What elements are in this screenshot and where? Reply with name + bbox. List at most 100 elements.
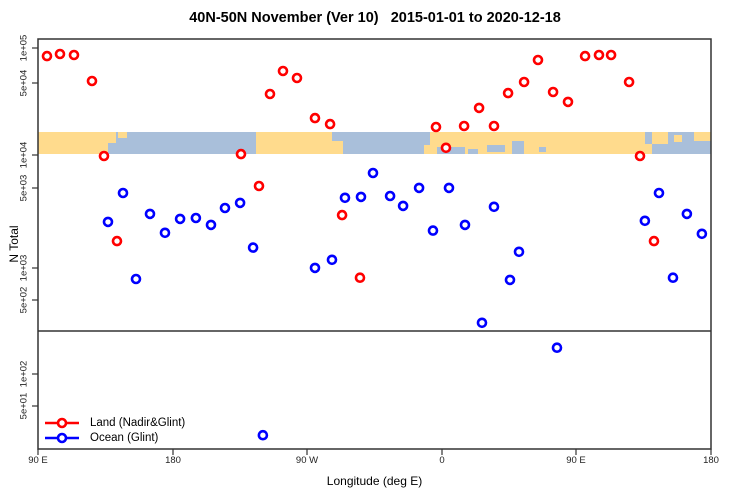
data-point <box>634 150 646 162</box>
legend: Land (Nadir&Glint) Ocean (Glint) <box>42 415 185 445</box>
data-point <box>502 87 514 99</box>
data-point <box>648 235 660 247</box>
data-point <box>41 50 53 62</box>
map-band-land <box>645 144 652 154</box>
map-band-sea <box>487 145 505 152</box>
data-point <box>384 190 396 202</box>
ocean-legend-symbol-icon <box>45 432 79 443</box>
y-tick-label: 1e+03 <box>18 254 30 282</box>
data-point <box>54 48 66 60</box>
data-point <box>413 182 425 194</box>
data-point <box>459 219 471 231</box>
y-tick-label: 5e+03 <box>18 174 30 202</box>
x-axis-label: Longitude (deg E) <box>326 474 423 488</box>
data-point <box>667 272 679 284</box>
data-point <box>440 142 452 154</box>
data-point <box>518 76 530 88</box>
data-point <box>111 235 123 247</box>
data-point <box>579 50 591 62</box>
data-point <box>86 75 98 87</box>
chart-title: 40N-50N November (Ver 10) 2015-01-01 to … <box>189 10 561 26</box>
legend-label-land: Land (Nadir&Glint) <box>90 416 186 429</box>
data-point <box>309 112 321 124</box>
data-point <box>205 219 217 231</box>
map-band-land <box>652 132 668 144</box>
data-point <box>443 182 455 194</box>
y-tick-label: 5e+04 <box>18 69 30 97</box>
land-legend-symbol-icon <box>45 417 79 428</box>
x-tick-label: 90 E <box>566 455 586 466</box>
map-band-land <box>256 132 332 154</box>
data-point <box>190 212 202 224</box>
data-point <box>130 273 142 285</box>
data-point <box>159 227 171 239</box>
x-tick-label: 180 <box>165 455 181 466</box>
legend-item-ocean: Ocean (Glint) <box>42 430 185 445</box>
data-point <box>234 197 246 209</box>
x-tick-label: 90 W <box>295 455 319 466</box>
data-point <box>551 342 563 354</box>
data-point <box>593 49 605 61</box>
map-band-land <box>694 132 711 141</box>
map-band-land <box>108 132 116 143</box>
x-tick-label: 90 E <box>28 455 48 466</box>
x-tick-label: 180 <box>703 455 719 466</box>
data-point <box>68 49 80 61</box>
data-point <box>264 88 276 100</box>
data-point <box>532 54 544 66</box>
data-point <box>235 148 247 160</box>
data-point <box>291 72 303 84</box>
data-point <box>354 272 366 284</box>
data-point <box>253 180 265 192</box>
x-tick-label: 0 <box>439 455 445 466</box>
data-point <box>696 228 708 240</box>
data-point <box>639 215 651 227</box>
data-point <box>339 192 351 204</box>
plot-border <box>37 38 712 450</box>
y-tick-label: 5e+02 <box>18 286 30 314</box>
y-tick-label: 1e+04 <box>18 141 30 169</box>
data-point <box>324 118 336 130</box>
data-point <box>367 167 379 179</box>
legend-item-land: Land (Nadir&Glint) <box>42 415 185 430</box>
map-band-sea <box>437 147 465 154</box>
data-point <box>653 187 665 199</box>
data-point <box>473 102 485 114</box>
data-point <box>326 254 338 266</box>
data-point <box>144 208 156 220</box>
data-point <box>547 86 559 98</box>
map-band-land <box>332 141 343 154</box>
data-point <box>102 216 114 228</box>
map-band-land <box>430 132 645 154</box>
map-band-land <box>674 135 682 142</box>
map-band-sea <box>512 141 524 154</box>
y-tick-label: 1e+05 <box>18 34 30 62</box>
data-point <box>427 225 439 236</box>
map-band-land <box>424 145 430 154</box>
map-band-land <box>38 132 108 154</box>
map-band-sea <box>468 149 478 154</box>
data-point <box>488 120 500 132</box>
data-point <box>623 76 635 88</box>
data-point <box>488 201 500 213</box>
data-point <box>277 65 289 77</box>
data-point <box>309 262 321 274</box>
y-tick-label: 1e+02 <box>18 360 30 388</box>
data-point <box>174 213 186 225</box>
data-point <box>247 242 259 253</box>
data-point <box>513 246 525 258</box>
data-point <box>430 121 442 133</box>
data-point <box>117 187 129 199</box>
data-point <box>355 191 367 203</box>
y-tick-label: 5e+01 <box>18 392 30 420</box>
map-band-land <box>118 132 127 138</box>
data-point <box>336 209 348 221</box>
data-point <box>219 202 231 214</box>
legend-label-ocean: Ocean (Glint) <box>90 431 159 444</box>
data-point <box>476 317 488 329</box>
data-point <box>562 96 574 108</box>
data-point <box>681 208 693 220</box>
data-point <box>98 150 110 162</box>
